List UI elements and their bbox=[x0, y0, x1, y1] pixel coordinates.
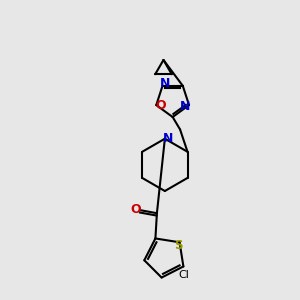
Text: S: S bbox=[174, 239, 182, 252]
Text: O: O bbox=[155, 99, 166, 112]
Text: N: N bbox=[160, 77, 171, 90]
Text: N: N bbox=[180, 100, 191, 113]
Text: Cl: Cl bbox=[178, 270, 189, 280]
Text: O: O bbox=[131, 203, 141, 216]
Text: N: N bbox=[163, 132, 174, 145]
